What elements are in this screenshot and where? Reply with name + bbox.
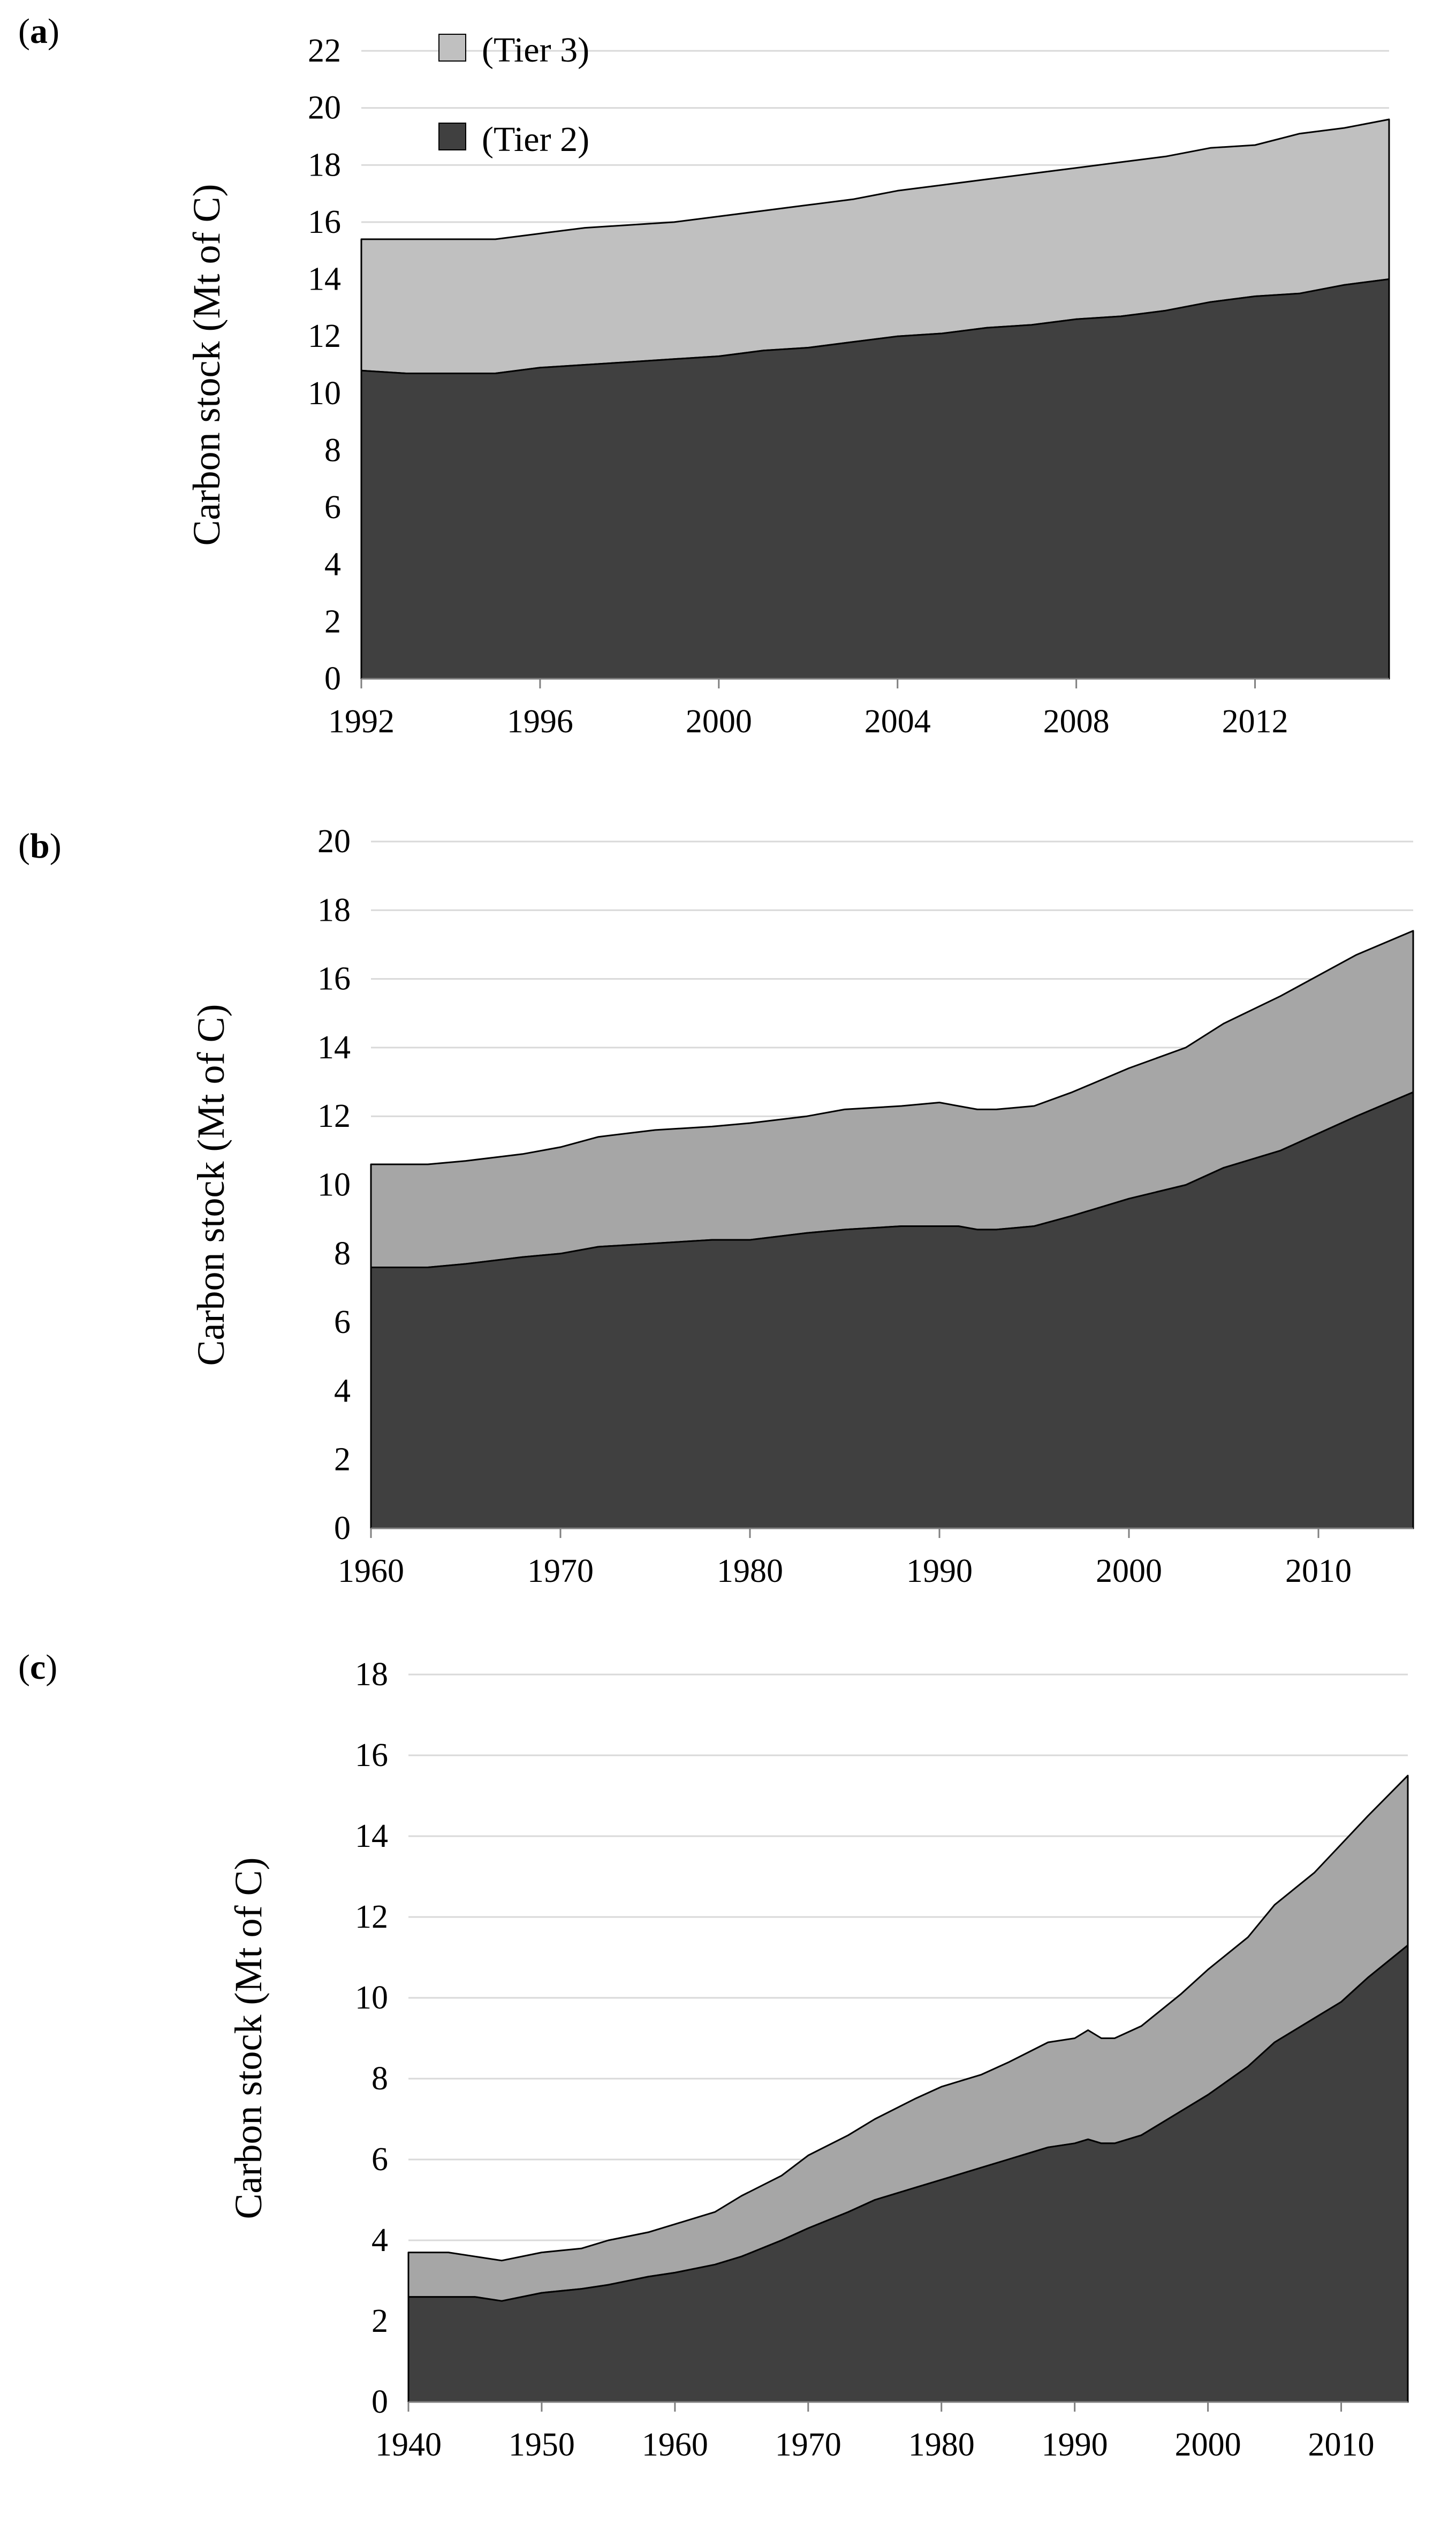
x-tick-label: 2004 — [864, 703, 931, 740]
x-tick-label: 1980 — [908, 2427, 975, 2463]
y-tick-label: 0 — [371, 2384, 388, 2420]
y-tick-label: 2 — [371, 2303, 388, 2339]
y-tick-label: 14 — [355, 1818, 388, 1854]
x-tick-label: 2008 — [1043, 703, 1110, 740]
x-tick-label: 2010 — [1285, 1553, 1352, 1589]
y-axis-title: Carbon stock (Mt of C) — [189, 1004, 232, 1366]
x-tick-label: 2000 — [1175, 2427, 1241, 2463]
y-tick-label: 18 — [355, 1656, 388, 1693]
y-tick-label: 6 — [334, 1304, 351, 1340]
x-tick-label: 1990 — [1042, 2427, 1108, 2463]
y-tick-label: 0 — [334, 1510, 351, 1547]
series-area-tier2 — [360, 278, 1390, 680]
y-tick-label: 18 — [317, 892, 351, 928]
y-tick-label: 16 — [355, 1737, 388, 1774]
x-tick-label: 2000 — [686, 703, 752, 740]
y-tick-label: 8 — [334, 1236, 351, 1272]
y-tick-label: 14 — [317, 1029, 351, 1066]
y-tick-label: 12 — [317, 1098, 351, 1134]
series-area-tier2 — [370, 1091, 1414, 1529]
y-tick-label: 4 — [371, 2222, 388, 2259]
x-tick-label: 1960 — [338, 1553, 404, 1589]
y-tick-label: 8 — [324, 432, 341, 468]
x-tick-label: 1990 — [906, 1553, 973, 1589]
series-area-tier2 — [407, 1944, 1409, 2403]
x-tick-label: 1960 — [642, 2427, 708, 2463]
x-tick-label: 1992 — [328, 703, 395, 740]
y-tick-label: 16 — [308, 204, 341, 240]
x-tick-label: 2000 — [1096, 1553, 1162, 1589]
y-axis-title: Carbon stock (Mt of C) — [227, 1858, 270, 2219]
y-tick-label: 22 — [308, 33, 341, 69]
x-tick-label: 2010 — [1308, 2427, 1375, 2463]
legend-swatch-tier3 — [438, 34, 466, 62]
y-tick-label: 0 — [324, 661, 341, 697]
y-tick-label: 10 — [355, 1980, 388, 2016]
y-tick-label: 6 — [371, 2141, 388, 2178]
chart-c: 0 2 4 6 8 10 12 14 16 18 1940 1950 1960 1970 1980 1990 2… — [227, 1656, 1409, 2463]
y-tick-label: 14 — [308, 261, 341, 298]
y-tick-label: 12 — [355, 1899, 388, 1935]
y-tick-label: 8 — [371, 2060, 388, 2097]
x-tick-label: 1970 — [527, 1553, 594, 1589]
y-tick-label: 12 — [308, 318, 341, 354]
y-tick-label: 4 — [334, 1373, 351, 1409]
y-tick-label: 20 — [308, 90, 341, 126]
x-tick-label: 1980 — [717, 1553, 783, 1589]
y-tick-label: 10 — [308, 375, 341, 412]
x-tick-label: 1970 — [775, 2427, 841, 2463]
y-tick-label: 20 — [317, 823, 351, 860]
x-tick-label: 1940 — [375, 2427, 442, 2463]
y-tick-label: 16 — [317, 961, 351, 997]
y-tick-label: 18 — [308, 147, 341, 183]
legend-swatch-tier2 — [438, 123, 466, 150]
legend-label-tier3: (Tier 3) — [482, 31, 589, 70]
x-tick-label: 1950 — [509, 2427, 575, 2463]
y-tick-label: 2 — [324, 603, 341, 640]
panel-label-c: (c) — [18, 1648, 57, 1687]
y-axis-title: Carbon stock (Mt of C) — [185, 184, 228, 546]
legend-label-tier2: (Tier 2) — [482, 120, 589, 159]
x-tick-label: 1996 — [507, 703, 573, 740]
legend: (Tier 3) (Tier 2) — [438, 31, 589, 159]
chart-a: 0 2 4 6 8 10 12 14 16 18 20 22 1992 1996 2000 2004 2008 2… — [185, 33, 1390, 740]
chart-b: 0 2 4 6 8 10 12 14 16 18 20 1960 1970 1980 1990 2000 201… — [189, 823, 1414, 1589]
y-tick-label: 2 — [334, 1442, 351, 1478]
panel-label-a: (a) — [18, 12, 59, 51]
panel-label-b: (b) — [18, 827, 62, 866]
y-tick-label: 4 — [324, 547, 341, 583]
x-tick-label: 2012 — [1222, 703, 1288, 740]
y-tick-label: 6 — [324, 489, 341, 526]
y-tick-label: 10 — [317, 1167, 351, 1203]
